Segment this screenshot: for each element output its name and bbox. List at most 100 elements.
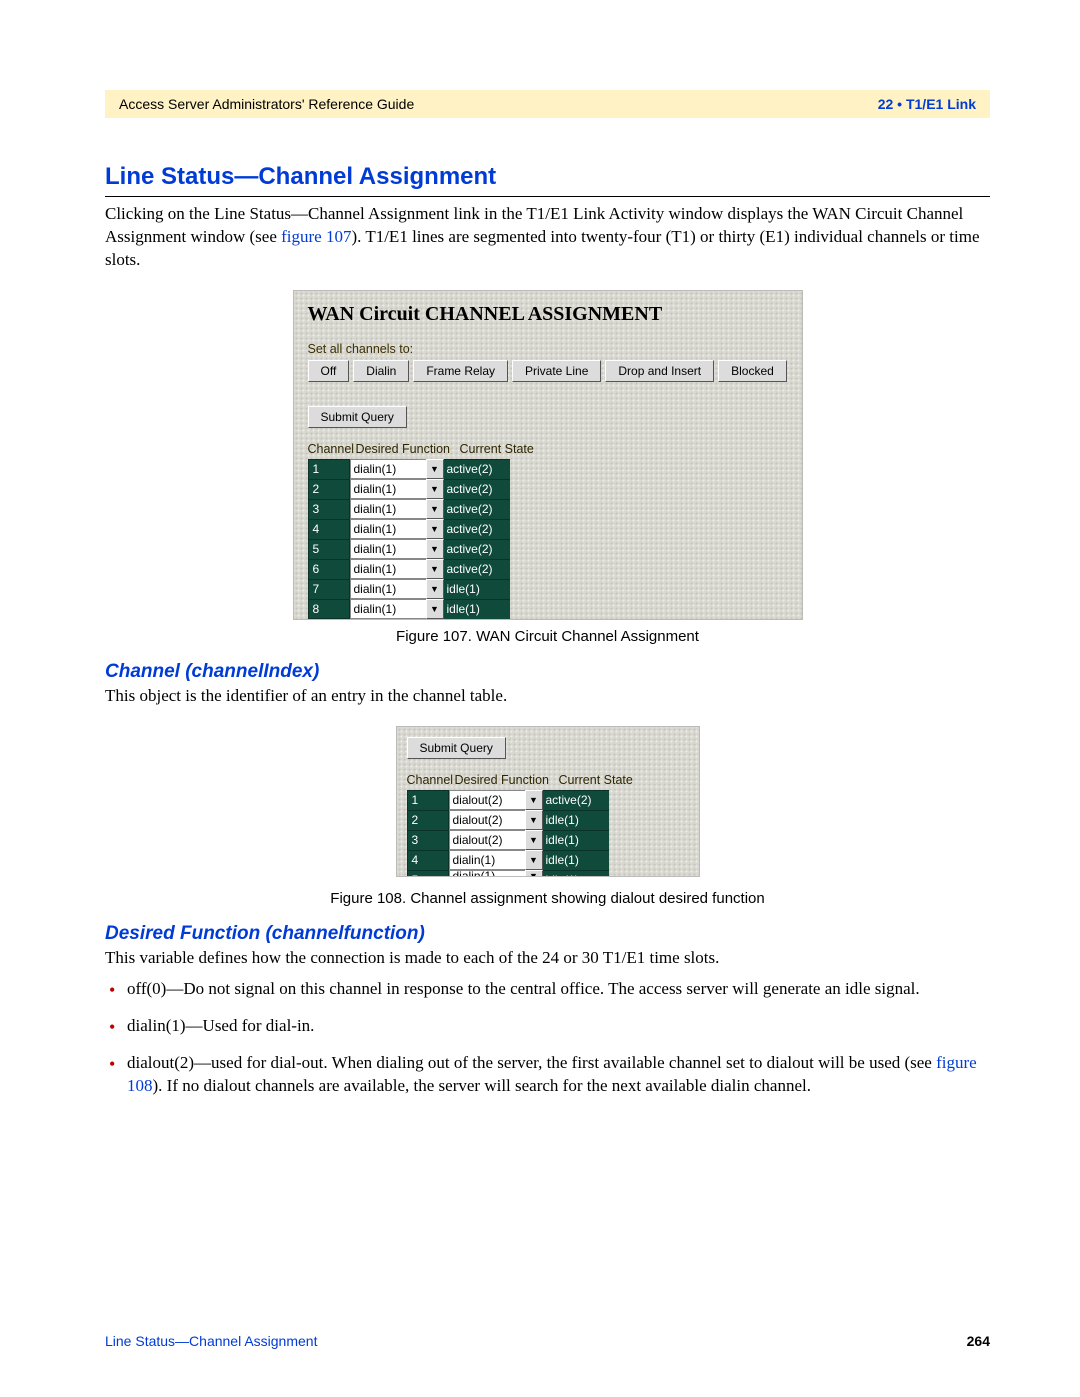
channel-number: 6 bbox=[308, 559, 350, 579]
col-channel: Channel bbox=[308, 442, 352, 456]
desired-function-select[interactable]: dialin(1) bbox=[350, 519, 426, 539]
desired-function-select[interactable]: dialin(1) bbox=[350, 539, 426, 559]
channel-number: 1 bbox=[308, 459, 350, 479]
desired-function-select[interactable]: dialout(2) bbox=[449, 790, 525, 810]
chevron-down-icon[interactable]: ▼ bbox=[426, 599, 444, 619]
chevron-down-icon[interactable]: ▼ bbox=[426, 459, 444, 479]
table-row: 2dialin(1)▼active(2) bbox=[308, 479, 788, 499]
current-state: active(2) bbox=[444, 499, 510, 519]
wan-panel: WAN Circuit CHANNEL ASSIGNMENT Set all c… bbox=[293, 290, 803, 620]
figure-108: Submit Query Channel Desired Function Cu… bbox=[105, 726, 990, 907]
channel-number: 2 bbox=[407, 810, 449, 830]
table-row: 8dialin(1)▼idle(1) bbox=[308, 599, 788, 619]
current-state: idle(1) bbox=[543, 810, 609, 830]
channel-mode-buttons: Off Dialin Frame Relay Private Line Drop… bbox=[308, 360, 788, 382]
col-channel-108: Channel bbox=[407, 773, 451, 787]
desired-function-select[interactable]: dialout(2) bbox=[449, 810, 525, 830]
submit-query-button-108[interactable]: Submit Query bbox=[407, 737, 506, 759]
table-row: 5dialin(1)▼active(2) bbox=[308, 539, 788, 559]
blocked-button[interactable]: Blocked bbox=[718, 360, 787, 382]
frame-relay-button[interactable]: Frame Relay bbox=[413, 360, 508, 382]
chevron-down-icon[interactable]: ▼ bbox=[426, 559, 444, 579]
desired-function-select[interactable]: dialin(1) bbox=[350, 579, 426, 599]
table-row: 3dialout(2)▼idle(1) bbox=[407, 830, 689, 850]
table-row: 3dialin(1)▼active(2) bbox=[308, 499, 788, 519]
desired-function-select[interactable]: dialin(1) bbox=[350, 599, 426, 619]
desired-function-select[interactable]: dialin(1) bbox=[350, 499, 426, 519]
bullet-off: off(0)—Do not signal on this channel in … bbox=[105, 978, 990, 1001]
intro-paragraph: Clicking on the Line Status—Channel Assi… bbox=[105, 203, 990, 272]
channel-number: 4 bbox=[308, 519, 350, 539]
channel-number: 5 bbox=[407, 870, 449, 877]
dialout-panel: Submit Query Channel Desired Function Cu… bbox=[396, 726, 700, 877]
col-desired-108: Desired Function bbox=[455, 773, 555, 787]
table-row: 1dialout(2)▼active(2) bbox=[407, 790, 689, 810]
chevron-down-icon[interactable]: ▼ bbox=[525, 790, 543, 810]
desired-function-text: This variable defines how the connection… bbox=[105, 947, 990, 970]
table-row: 2dialout(2)▼idle(1) bbox=[407, 810, 689, 830]
figure-107: WAN Circuit CHANNEL ASSIGNMENT Set all c… bbox=[105, 290, 990, 645]
current-state: active(2) bbox=[543, 790, 609, 810]
channel-number: 7 bbox=[308, 579, 350, 599]
table-row: 4dialin(1)▼active(2) bbox=[308, 519, 788, 539]
bullet-dialin: dialin(1)—Used for dial-in. bbox=[105, 1015, 990, 1038]
channel-number: 2 bbox=[308, 479, 350, 499]
private-line-button[interactable]: Private Line bbox=[512, 360, 601, 382]
current-state: active(2) bbox=[444, 539, 510, 559]
page-number: 264 bbox=[967, 1333, 990, 1349]
drop-insert-button[interactable]: Drop and Insert bbox=[605, 360, 714, 382]
channel-table-header-108: Channel Desired Function Current State bbox=[407, 773, 689, 787]
channel-number: 3 bbox=[407, 830, 449, 850]
footer: Line Status—Channel Assignment 264 bbox=[105, 1333, 990, 1349]
channel-index-text: This object is the identifier of an entr… bbox=[105, 685, 990, 708]
current-state: idle(1) bbox=[543, 870, 609, 877]
desired-function-heading: Desired Function (channelfunction) bbox=[105, 923, 990, 945]
footer-left: Line Status—Channel Assignment bbox=[105, 1333, 317, 1349]
figure-107-link[interactable]: figure 107 bbox=[281, 227, 351, 246]
channel-number: 8 bbox=[308, 599, 350, 619]
wan-panel-title: WAN Circuit CHANNEL ASSIGNMENT bbox=[308, 303, 788, 326]
chevron-down-icon[interactable]: ▼ bbox=[426, 499, 444, 519]
figure-108-caption: Figure 108. Channel assignment showing d… bbox=[105, 890, 990, 907]
desired-function-select[interactable]: dialin(1) bbox=[350, 559, 426, 579]
channel-table-header: Channel Desired Function Current State bbox=[308, 442, 788, 456]
table-row: 5dialin(1)▼idle(1) bbox=[407, 870, 689, 877]
header-right: 22 • T1/E1 Link bbox=[878, 96, 976, 112]
section-heading: Line Status—Channel Assignment bbox=[105, 163, 990, 197]
chevron-down-icon[interactable]: ▼ bbox=[426, 479, 444, 499]
dialin-button[interactable]: Dialin bbox=[353, 360, 409, 382]
current-state: active(2) bbox=[444, 479, 510, 499]
col-desired: Desired Function bbox=[356, 442, 456, 456]
set-all-label: Set all channels to: bbox=[308, 342, 788, 356]
figure-107-caption: Figure 107. WAN Circuit Channel Assignme… bbox=[105, 628, 990, 645]
current-state: active(2) bbox=[444, 559, 510, 579]
current-state: idle(1) bbox=[543, 850, 609, 870]
channel-table-body-108: 1dialout(2)▼active(2)2dialout(2)▼idle(1)… bbox=[407, 790, 689, 877]
current-state: idle(1) bbox=[543, 830, 609, 850]
desired-function-select[interactable]: dialin(1) bbox=[350, 479, 426, 499]
desired-function-select[interactable]: dialin(1) bbox=[449, 870, 525, 877]
chevron-down-icon[interactable]: ▼ bbox=[525, 850, 543, 870]
bullet-list: off(0)—Do not signal on this channel in … bbox=[105, 978, 990, 1098]
chevron-down-icon[interactable]: ▼ bbox=[426, 579, 444, 599]
current-state: active(2) bbox=[444, 519, 510, 539]
chevron-down-icon[interactable]: ▼ bbox=[525, 810, 543, 830]
channel-number: 3 bbox=[308, 499, 350, 519]
table-row: 1dialin(1)▼active(2) bbox=[308, 459, 788, 479]
col-state-108: Current State bbox=[559, 773, 633, 787]
desired-function-select[interactable]: dialin(1) bbox=[350, 459, 426, 479]
desired-function-select[interactable]: dialin(1) bbox=[449, 850, 525, 870]
chevron-down-icon[interactable]: ▼ bbox=[426, 519, 444, 539]
chevron-down-icon[interactable]: ▼ bbox=[525, 870, 543, 877]
chevron-down-icon[interactable]: ▼ bbox=[426, 539, 444, 559]
header-bar: Access Server Administrators' Reference … bbox=[105, 90, 990, 118]
current-state: idle(1) bbox=[444, 599, 510, 619]
channel-number: 4 bbox=[407, 850, 449, 870]
channel-table-body: 1dialin(1)▼active(2)2dialin(1)▼active(2)… bbox=[308, 459, 788, 619]
off-button[interactable]: Off bbox=[308, 360, 350, 382]
chevron-down-icon[interactable]: ▼ bbox=[525, 830, 543, 850]
desired-function-select[interactable]: dialout(2) bbox=[449, 830, 525, 850]
channel-index-heading: Channel (channelIndex) bbox=[105, 661, 990, 683]
submit-query-button[interactable]: Submit Query bbox=[308, 406, 407, 428]
channel-number: 5 bbox=[308, 539, 350, 559]
